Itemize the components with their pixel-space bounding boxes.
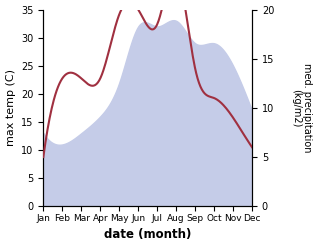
- Y-axis label: max temp (C): max temp (C): [5, 69, 16, 146]
- Y-axis label: med. precipitation
(kg/m2): med. precipitation (kg/m2): [291, 63, 313, 153]
- X-axis label: date (month): date (month): [104, 228, 191, 242]
